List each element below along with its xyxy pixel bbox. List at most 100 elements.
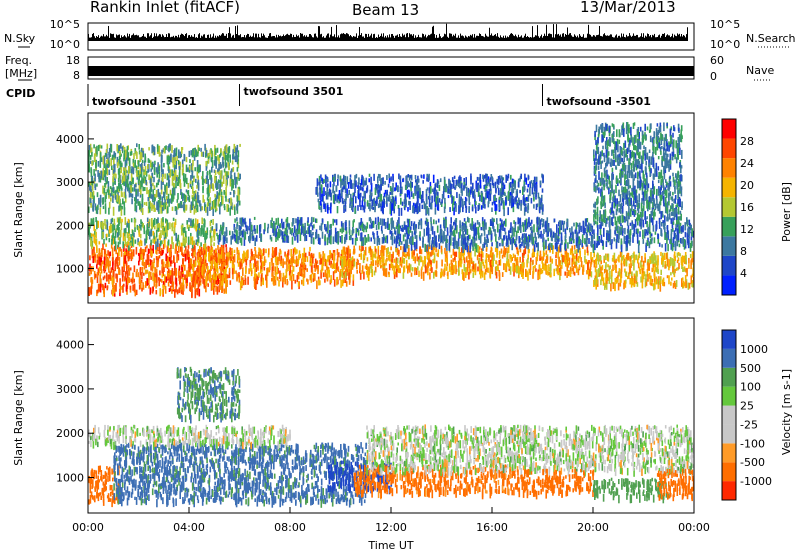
nsky-bar: [491, 33, 492, 41]
power-cell: [690, 275, 693, 285]
power-cell: [215, 285, 217, 292]
power-cell: [170, 275, 172, 284]
power-cell: [231, 267, 234, 275]
nsky-bar: [601, 36, 602, 41]
power-cell: [574, 255, 576, 259]
power-cell: [313, 224, 315, 229]
nsky-bar: [494, 34, 495, 41]
power-cell: [175, 277, 178, 286]
power-cell: [546, 223, 549, 231]
power-cell: [140, 247, 142, 256]
power-cell: [674, 269, 676, 274]
power-cell: [672, 266, 674, 273]
power-cell: [395, 260, 397, 269]
power-cell: [124, 172, 127, 182]
power-cell: [321, 231, 324, 239]
power-cell: [270, 237, 273, 242]
power-cell: [164, 199, 166, 204]
power-cell: [89, 160, 92, 164]
power-cell: [201, 206, 204, 211]
power-cell: [290, 256, 293, 264]
power-cell: [121, 179, 124, 184]
power-cell: [214, 268, 217, 277]
power-cell: [149, 288, 152, 295]
power-cell: [159, 241, 162, 247]
power-cell: [637, 221, 639, 226]
power-cell: [452, 237, 454, 241]
power-cell: [672, 261, 674, 268]
nsky-bar: [182, 34, 183, 41]
nsky-bar: [567, 27, 568, 41]
nsky-bar: [134, 35, 135, 41]
nsky-bar: [664, 33, 665, 41]
nsky-bar: [622, 36, 623, 41]
power-cell: [483, 272, 486, 280]
power-cell: [139, 224, 141, 229]
power-cell: [189, 282, 191, 292]
nsky-bar: [661, 35, 662, 41]
power-cell: [542, 250, 545, 257]
power-cell: [468, 271, 470, 280]
power-cell: [227, 154, 229, 163]
power-cell: [132, 187, 134, 192]
power-cell: [239, 226, 242, 230]
nsky-bar: [406, 33, 407, 41]
power-cell: [249, 235, 251, 244]
power-cell: [130, 244, 133, 248]
nsky-bar: [280, 35, 281, 41]
power-cell: [205, 207, 207, 213]
nsky-bar: [96, 36, 97, 41]
power-cell: [151, 218, 153, 227]
power-cell: [238, 177, 240, 181]
power-cell: [279, 248, 281, 252]
power-cell: [633, 273, 636, 277]
nsky-bar: [321, 33, 322, 41]
nsky-bar: [269, 33, 270, 41]
power-cell: [129, 285, 132, 290]
nsky-bar: [158, 35, 159, 41]
power-cell: [164, 185, 167, 193]
power-cell: [175, 176, 178, 182]
power-cell: [110, 243, 113, 249]
power-cell: [102, 276, 105, 281]
power-cell: [119, 152, 121, 160]
power-cell: [545, 250, 548, 255]
power-cell: [612, 264, 614, 272]
nsky-bar: [552, 37, 553, 41]
power-cell: [478, 249, 480, 257]
power-cell: [157, 170, 159, 175]
power-cell: [169, 252, 172, 261]
power-cell: [418, 270, 420, 277]
nsky-bar: [506, 37, 507, 41]
power-cell: [512, 263, 514, 272]
power-cell: [593, 279, 595, 287]
power-cell: [389, 253, 391, 262]
power-cell: [534, 265, 536, 269]
power-cell: [598, 268, 600, 277]
power-cell: [122, 284, 124, 293]
power-cell: [123, 261, 125, 268]
nsky-bar: [226, 33, 227, 41]
power-cell: [341, 249, 343, 254]
power-cell: [600, 279, 602, 286]
power-cell: [674, 283, 677, 289]
power-cell: [365, 271, 368, 275]
power-cell: [297, 281, 300, 287]
power-cell: [539, 250, 542, 258]
power-cell: [152, 204, 154, 209]
power-cell: [171, 177, 174, 186]
nsky-bar: [483, 36, 484, 41]
nsky-bar: [166, 34, 167, 41]
power-cell: [380, 265, 382, 269]
power-cell: [155, 268, 158, 276]
power-cell: [482, 262, 484, 266]
power-cell: [194, 289, 197, 299]
power-cell: [495, 260, 497, 264]
power-cell: [284, 261, 286, 265]
power-cell: [223, 275, 225, 282]
power-cell: [206, 263, 208, 269]
power-cell: [96, 245, 98, 251]
power-cell: [572, 261, 575, 265]
power-cell: [213, 242, 215, 247]
power-cell: [613, 260, 616, 264]
